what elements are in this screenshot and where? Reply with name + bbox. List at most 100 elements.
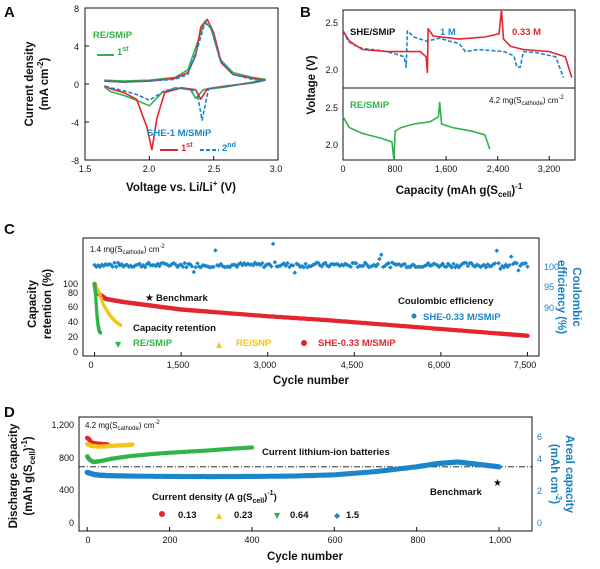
c-retention-re-smip-point: [94, 296, 98, 300]
d-xtick-3: 600: [327, 535, 342, 545]
b-bottom-series-line-0: [342, 101, 491, 161]
a-xlabel: Voltage vs. Li/Li+ (V): [126, 179, 236, 194]
b-xlabel: Capacity (mAh g(Scell)-1: [396, 182, 523, 199]
c-ce-point: [463, 260, 469, 266]
a-xtick-1: 2.0: [143, 164, 156, 174]
c-ce-point: [465, 263, 471, 269]
panel-c-frame: [82, 237, 540, 357]
c-ce-point: [492, 261, 498, 266]
c-ce-point: [353, 261, 359, 266]
d-xtick-4: 800: [410, 535, 425, 545]
d-reference-label: Current lithium-ion batteries: [262, 447, 390, 458]
b-xtick-1: 800: [387, 164, 402, 174]
panel-b-ticks: [342, 156, 550, 160]
c-ce-point: [498, 266, 503, 272]
c-ylabel-2: retention (%): [42, 269, 54, 339]
c-ce-point: [449, 265, 454, 270]
c-retention-she-point: [525, 333, 530, 338]
c-ce-point: [211, 264, 216, 270]
c-ce-marker: [411, 313, 417, 319]
c-ce-point: [514, 260, 519, 266]
c-ytick-3: 60: [68, 302, 78, 312]
c-ce-point: [483, 265, 489, 270]
c-ce-point: [290, 263, 296, 268]
c-ce-point: [193, 265, 198, 270]
c-legend-re-smip-triangle-icon: ▼: [115, 340, 122, 349]
c-ce-point: [451, 261, 456, 267]
c-legend-she: SHE-0.33 M/SMiP: [318, 338, 396, 349]
panel-d-letter: D: [4, 404, 15, 421]
a-ytick-3: 4: [74, 42, 79, 52]
c-ce-point: [142, 264, 148, 270]
panel-a: A -8 -4 0 4 8 1.5 2.0 2.5 3.0 Voltage vs…: [4, 4, 282, 194]
c-ytick-2: 40: [68, 317, 78, 327]
d-ylabel-group: Discharge capacity (mAh g(Scell)-1): [8, 423, 37, 528]
d-legend-0: 0.13: [178, 510, 197, 521]
b-top-label-1m: 1 M: [440, 27, 456, 38]
c-ce-point: [379, 252, 384, 258]
a-series-line-0: [103, 20, 266, 107]
a-legend-re: RE/SMiP: [93, 30, 133, 41]
c-ce-point: [191, 269, 197, 275]
c-ce-point: [137, 261, 142, 267]
c-y2tick-2: 100: [544, 262, 559, 272]
c-note: 1.4 mg(Scathode) cm-2: [90, 244, 165, 256]
a-ylabel-group: Current density (mA cm-2): [24, 41, 51, 127]
c-ce-point: [301, 264, 307, 270]
c-retention-re-smip-point: [94, 306, 99, 311]
a-series-line-2: [104, 22, 266, 121]
c-retention-re-smip-point: [94, 301, 98, 306]
b-top-series-line-1: [342, 9, 573, 78]
d-benchmark-star-icon: ★: [493, 478, 502, 489]
c-y2label-group: Coulombic efficiency (%): [555, 260, 582, 334]
c-ce-point: [496, 260, 501, 266]
c-y2tick-0: 90: [544, 303, 554, 313]
d-legend-marker-1-triangle-icon: ▲: [216, 511, 223, 520]
panel-b: B 2.0 2.5 2.0 2.5 0 800 1,600 2,400 3,20…: [300, 4, 576, 199]
b-top-label: SHE/SMiP: [350, 27, 396, 38]
c-y2label: Coulombic: [570, 267, 582, 327]
c-ce-point: [361, 263, 366, 268]
d-ytick-0: 0: [69, 518, 74, 528]
panel-d-ticks: [86, 527, 500, 531]
c-y2tick-1: 95: [544, 282, 554, 292]
c-ylabel-group: Capacity retention (%): [27, 269, 54, 339]
d-ytick-2: 800: [59, 453, 74, 463]
c-retention-re-snp-point: [97, 290, 101, 295]
d-legend-marker-0: [159, 511, 165, 517]
c-ce-point: [184, 265, 189, 270]
panel-c: C 0 20 40 60 80 100 90 95 100 0 1,500 3,…: [4, 221, 582, 387]
d-ylabel-2: (mAh g(Scell)-1): [20, 436, 37, 515]
b-xtick-2: 1,600: [435, 164, 458, 174]
panel-d: D 0 400 800 1,200 0 2 4 6 0 200 400 600 …: [4, 404, 575, 563]
panel-c-ticks: [94, 352, 528, 356]
a-legend-she-first: 1st: [181, 142, 193, 154]
d-y2tick-0: 0: [537, 518, 542, 528]
d-series-point-3: [496, 464, 502, 470]
a-legend-re-first: 1st: [117, 46, 129, 58]
a-legend-she: SHE-1 M/SMiP: [147, 128, 212, 139]
d-y2label: Areal capacity: [563, 435, 575, 514]
a-ylabel: Current density: [24, 41, 36, 127]
b-top-label-033m: 0.33 M: [512, 27, 541, 38]
c-xtick-3: 4,500: [341, 360, 364, 370]
c-ce-point: [494, 248, 500, 253]
c-xtick-2: 3,000: [254, 360, 277, 370]
b-xtick-4: 3,200: [538, 164, 561, 174]
panel-a-ticks: [84, 7, 279, 161]
panel-d-frame: [78, 416, 533, 532]
c-ytick-4: 80: [68, 288, 78, 298]
d-legend-2: 0.64: [290, 510, 309, 521]
c-retention-re-smip-point: [94, 309, 99, 314]
a-xtick-0: 1.5: [79, 164, 92, 174]
d-series-point-2: [249, 445, 255, 450]
a-xtick-2: 2.5: [208, 164, 221, 174]
c-ce-point: [303, 261, 308, 267]
a-ytick-4: 8: [74, 4, 79, 14]
c-ce-point: [388, 265, 393, 270]
d-legend-marker-3-diamond-icon: ◆: [334, 511, 341, 520]
a-ylabel-2: (mA cm-2): [36, 57, 51, 110]
c-ce-point: [323, 260, 328, 266]
c-ce-point: [260, 260, 265, 266]
